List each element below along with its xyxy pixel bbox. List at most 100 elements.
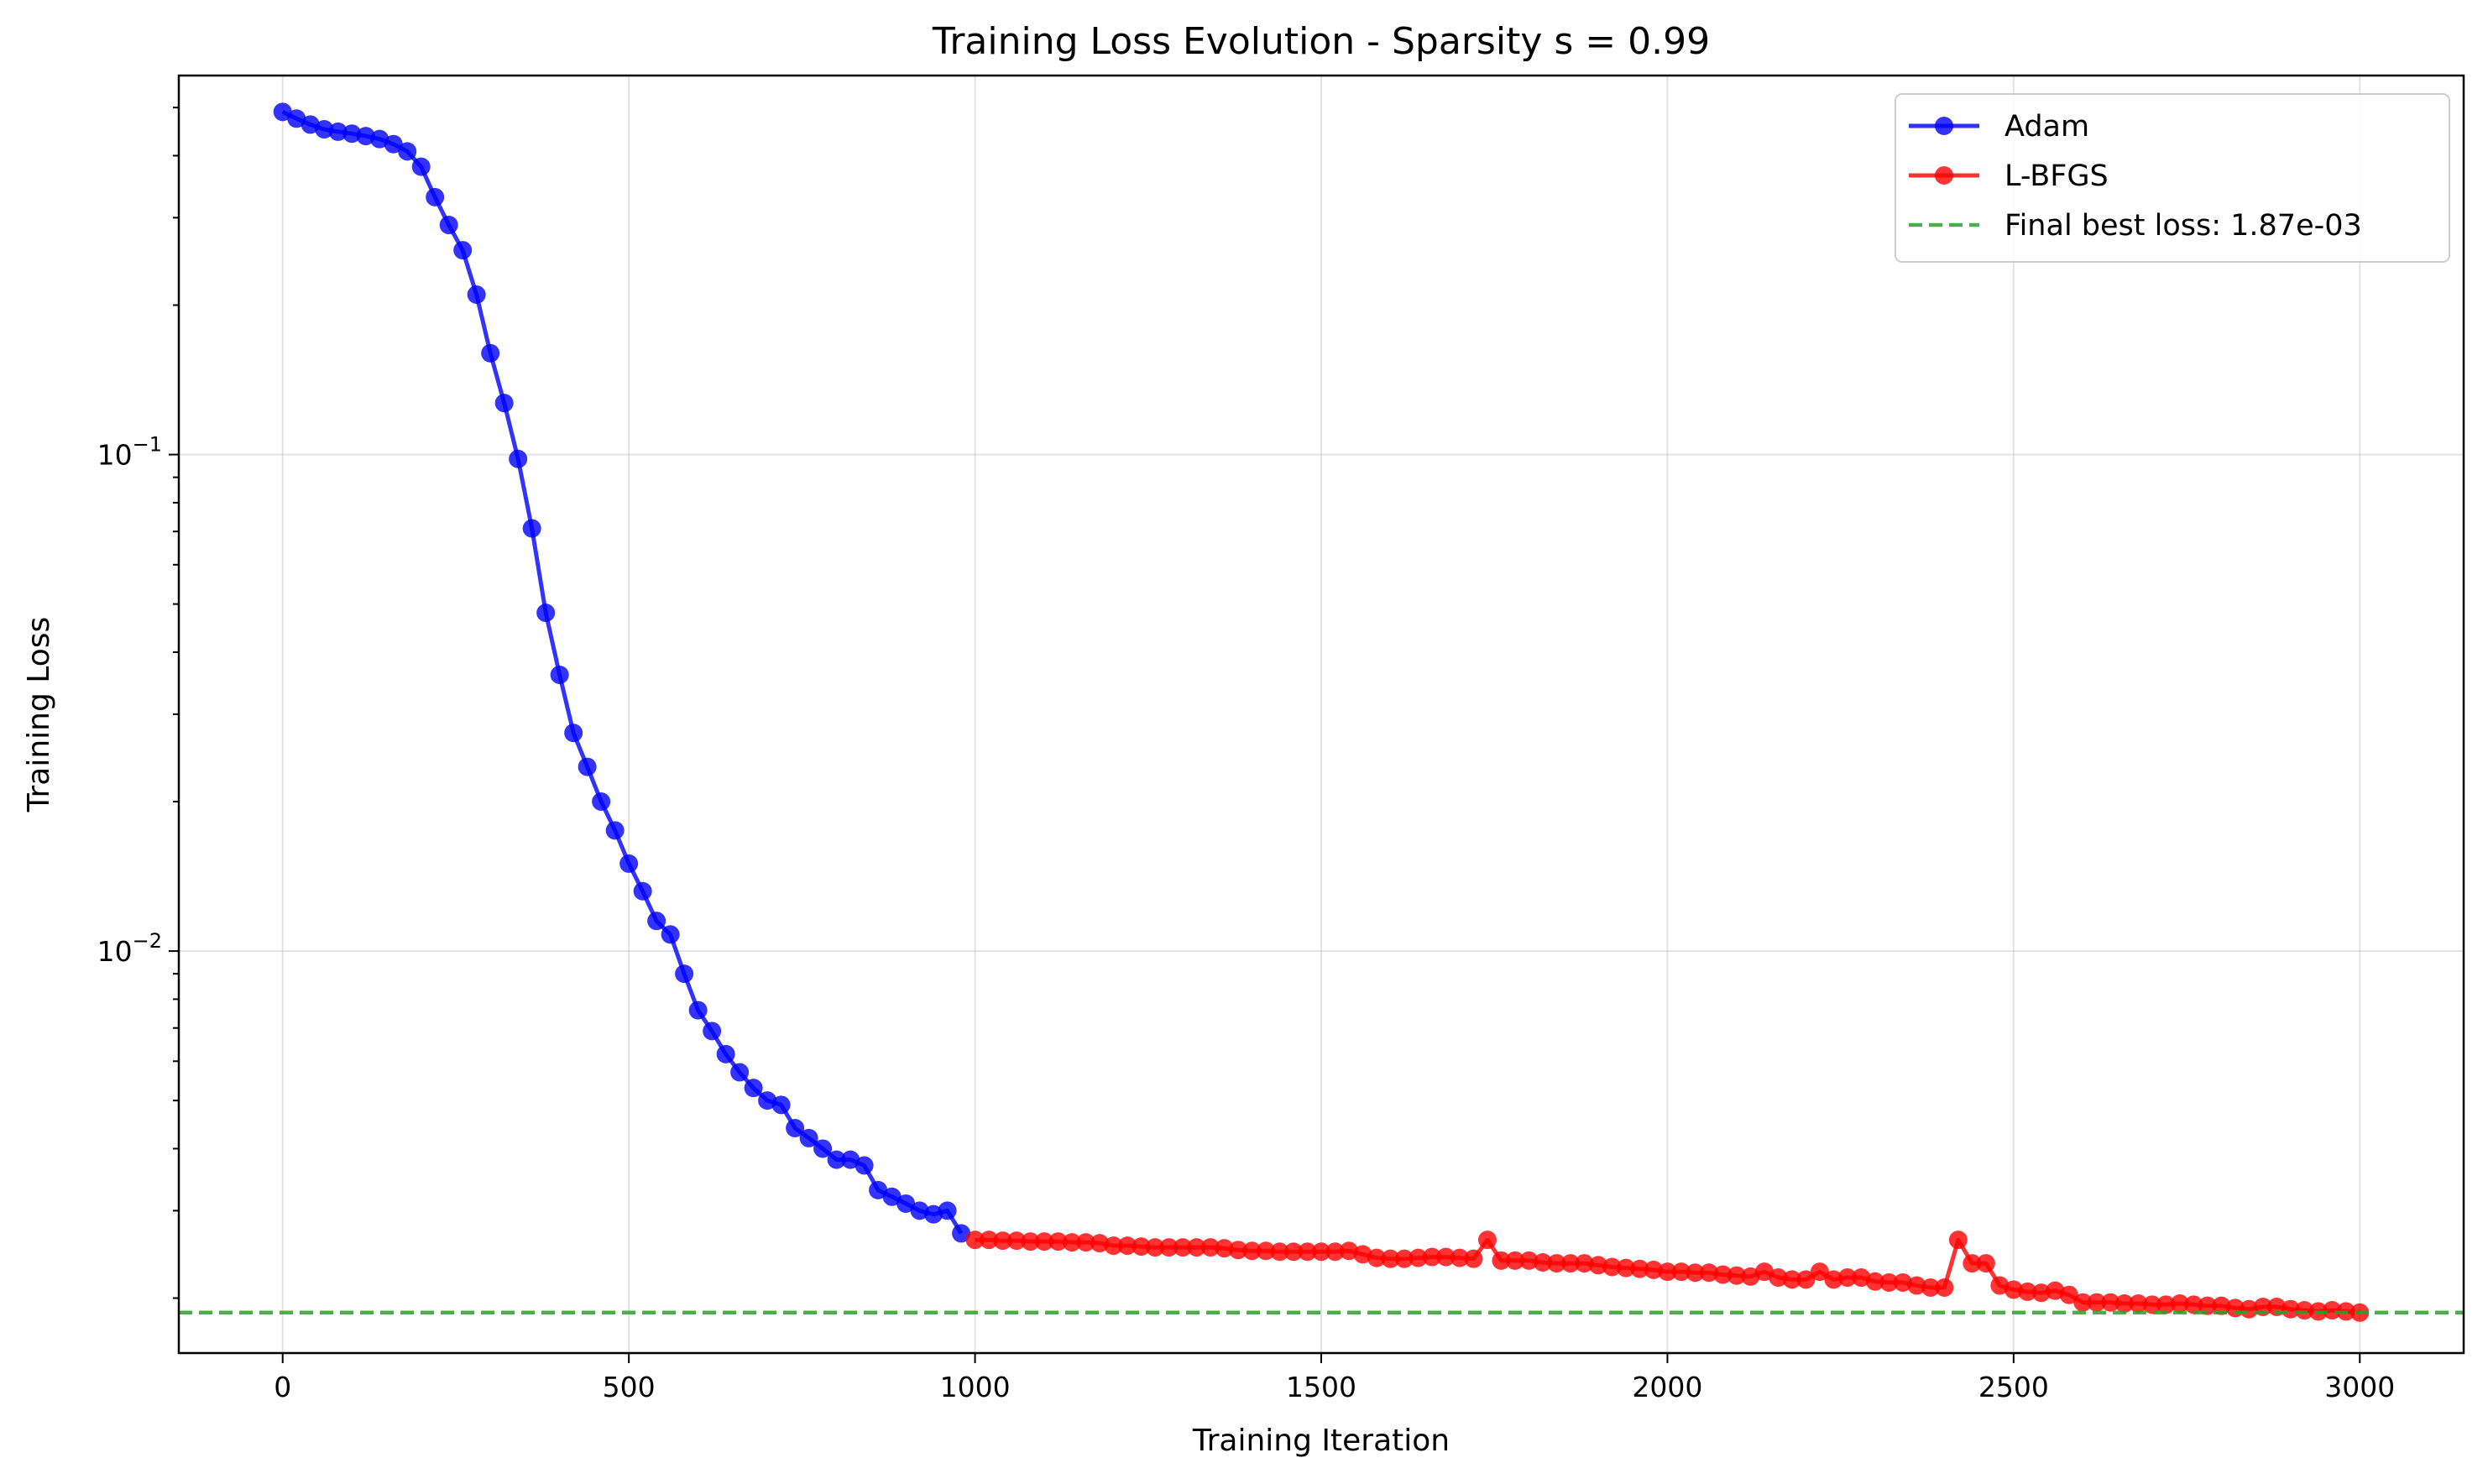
data-point xyxy=(2114,1294,2134,1314)
y-axis-label: Training Loss xyxy=(22,617,56,813)
data-point xyxy=(1381,1249,1400,1268)
y-tick-exponent: −1 xyxy=(133,433,162,457)
data-point xyxy=(1007,1231,1027,1251)
data-point xyxy=(1658,1262,1677,1282)
data-point xyxy=(2170,1294,2189,1314)
data-point xyxy=(453,241,473,260)
data-point xyxy=(1630,1259,1649,1278)
data-point xyxy=(1921,1278,1940,1297)
data-point xyxy=(730,1063,750,1082)
chart-title: Training Loss Evolution - Sparsity s = 0… xyxy=(932,20,1710,63)
data-point xyxy=(2198,1296,2217,1315)
data-point xyxy=(2156,1295,2176,1314)
data-point xyxy=(1533,1253,1552,1272)
legend-entry: Adam xyxy=(1909,110,2089,144)
data-point xyxy=(1187,1238,1206,1257)
data-point xyxy=(1893,1272,1912,1292)
x-tick-label: 2000 xyxy=(1632,1371,1702,1403)
data-point xyxy=(827,1150,846,1169)
series-1 xyxy=(965,1231,2370,1322)
data-point xyxy=(384,134,403,154)
data-point xyxy=(965,1231,985,1250)
data-point xyxy=(938,1201,957,1220)
data-point xyxy=(2031,1283,2051,1303)
data-point xyxy=(2142,1295,2161,1314)
data-point xyxy=(1298,1242,1317,1262)
data-point xyxy=(633,881,652,901)
y-tick-label: 10−1 xyxy=(97,433,162,472)
data-point xyxy=(2101,1293,2120,1312)
data-point xyxy=(1325,1242,1345,1262)
data-point xyxy=(2087,1293,2106,1312)
data-point xyxy=(273,102,292,122)
data-point xyxy=(675,964,694,984)
data-point xyxy=(494,394,514,413)
data-point xyxy=(287,109,306,128)
data-point xyxy=(1713,1265,1733,1284)
legend-marker xyxy=(1935,117,1953,135)
legend: Adam L-BFGS Final best loss: 1.87e-03 xyxy=(1895,93,2450,263)
data-point xyxy=(592,792,611,812)
data-point xyxy=(426,187,445,206)
legend-entry: L-BFGS xyxy=(1909,159,2109,193)
data-point xyxy=(1339,1241,1358,1261)
data-point xyxy=(1173,1238,1193,1257)
data-point xyxy=(1312,1242,1330,1262)
data-point xyxy=(2184,1295,2203,1314)
data-point xyxy=(910,1201,929,1220)
data-point xyxy=(1547,1254,1566,1273)
data-point xyxy=(411,157,431,176)
data-point xyxy=(1132,1237,1151,1257)
data-point xyxy=(1048,1232,1068,1251)
data-point xyxy=(2295,1301,2314,1320)
data-point xyxy=(1492,1251,1511,1270)
y-tick-base: 10 xyxy=(97,935,133,968)
data-point xyxy=(1367,1248,1386,1267)
data-point xyxy=(467,285,486,304)
data-point xyxy=(1837,1268,1857,1288)
data-point xyxy=(716,1044,735,1063)
data-point xyxy=(1588,1256,1607,1275)
data-point xyxy=(605,821,625,840)
legend-label: Adam xyxy=(2005,110,2089,144)
data-point xyxy=(688,1001,708,1020)
data-point xyxy=(439,216,458,235)
data-point xyxy=(661,925,680,944)
data-point xyxy=(896,1194,916,1213)
data-point xyxy=(1948,1231,1968,1250)
data-point xyxy=(2212,1296,2231,1315)
data-point xyxy=(1616,1258,1635,1278)
x-tick-label: 1000 xyxy=(940,1371,1011,1403)
data-point xyxy=(1560,1254,1580,1273)
data-point xyxy=(522,519,541,538)
data-point xyxy=(1090,1234,1110,1253)
data-point xyxy=(924,1204,943,1224)
data-point xyxy=(550,666,569,685)
data-point xyxy=(1505,1251,1524,1270)
data-point xyxy=(370,129,389,149)
x-tick-label: 0 xyxy=(274,1371,291,1403)
data-point xyxy=(1990,1276,2010,1295)
data-point xyxy=(647,912,666,931)
data-point xyxy=(1575,1254,1594,1273)
data-point xyxy=(1865,1272,1884,1291)
data-point xyxy=(2059,1285,2078,1304)
data-point xyxy=(1450,1248,1469,1267)
data-point xyxy=(758,1091,777,1110)
data-point xyxy=(1782,1270,1801,1289)
x-tick-label: 2500 xyxy=(1978,1371,2049,1403)
data-point xyxy=(1118,1236,1137,1256)
data-point xyxy=(481,343,500,363)
data-point xyxy=(1796,1270,1816,1289)
data-point xyxy=(1409,1248,1428,1267)
data-point xyxy=(328,122,348,141)
data-point xyxy=(619,854,639,873)
legend-label: Final best loss: 1.87e-03 xyxy=(2005,209,2362,243)
data-point xyxy=(1852,1268,1871,1288)
data-point xyxy=(564,724,583,743)
data-point xyxy=(398,142,417,161)
data-point xyxy=(2323,1301,2342,1320)
data-point xyxy=(1242,1241,1262,1261)
data-point xyxy=(1146,1238,1165,1257)
